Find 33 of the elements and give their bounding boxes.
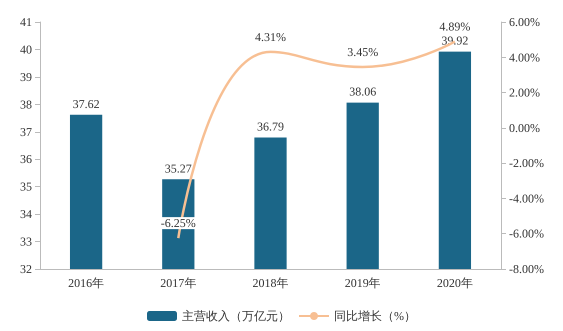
data-label: 38.06: [349, 84, 376, 99]
y-tick-label: 41: [20, 15, 32, 29]
y-tick-label: 38: [20, 97, 32, 112]
x-tick-label: 2019年: [344, 276, 381, 290]
x-tick-label: 2017年: [160, 276, 196, 290]
y-tick-label: 33: [20, 234, 32, 249]
y2-tick-label: -2.00%: [509, 156, 544, 170]
x-tick-label: 2016年: [68, 276, 104, 290]
data-label: 37.62: [72, 96, 100, 111]
data-label: 4.89%: [439, 20, 470, 34]
data-label: 3.45%: [347, 44, 378, 59]
y-tick-label: 32: [20, 262, 32, 276]
y2-tick-label: 6.00%: [509, 15, 540, 29]
data-label: -6.25%: [160, 216, 196, 230]
y2-tick-label: 4.00%: [509, 50, 540, 64]
y-tick-label: 37: [20, 124, 32, 139]
y2-tick-label: 0.00%: [509, 120, 540, 135]
y2-tick-label: -4.00%: [509, 191, 544, 206]
data-label: 4.31%: [255, 30, 286, 44]
y2-tick-label: -6.00%: [509, 226, 544, 241]
y-tick-label: 35: [20, 180, 32, 194]
y-tick-label: 34: [20, 207, 32, 222]
data-label: 36.79: [257, 120, 284, 134]
y-tick-label: 39: [20, 70, 32, 84]
legend-label: 同比增长（%）: [334, 309, 416, 323]
x-tick-label: 2020年: [436, 276, 473, 290]
y-tick-label: 36: [20, 152, 32, 166]
x-tick-label: 2018年: [252, 276, 288, 290]
data-label: 35.27: [164, 161, 192, 176]
y-tick-label: 40: [20, 42, 32, 56]
y2-tick-label: 2.00%: [509, 86, 540, 100]
y2-tick-label: -8.00%: [509, 262, 544, 276]
legend-label: 主营收入（万亿元）: [182, 309, 290, 323]
